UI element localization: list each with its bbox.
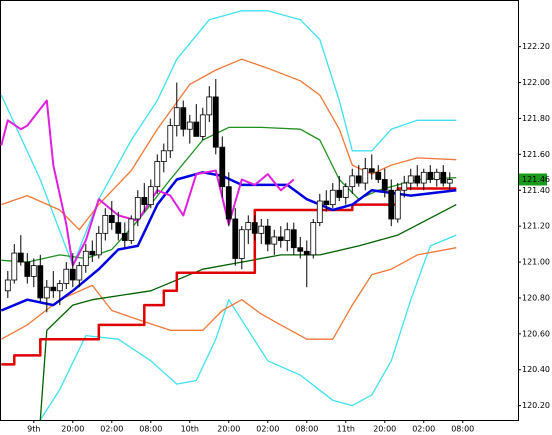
candle-body <box>108 214 115 223</box>
y-tick-label: 120.40 <box>522 365 550 374</box>
x-tick-label: 08:00 <box>295 425 318 434</box>
y-tick-label: 121.80 <box>522 114 550 123</box>
y-tick-label: 121.20 <box>522 222 550 231</box>
candle-body <box>336 189 343 198</box>
candle-body <box>342 186 349 198</box>
y-tick-label: 121.40 <box>522 186 550 195</box>
candle-body <box>245 222 252 231</box>
x-tick-label: 20:00 <box>217 425 240 434</box>
candle-body <box>128 218 135 241</box>
y-tick-label: 121.60 <box>522 150 550 159</box>
candle-body <box>420 171 427 184</box>
candle-body <box>69 268 76 281</box>
candle-body <box>362 168 369 184</box>
y-tick-label: 120.80 <box>522 293 550 302</box>
candle-body <box>121 232 128 241</box>
candle-body <box>180 107 187 130</box>
candle-body <box>141 197 148 206</box>
candle-body <box>381 179 388 191</box>
last-price-box <box>519 173 547 186</box>
candle-body <box>43 286 50 299</box>
candle-body <box>199 114 206 137</box>
x-tick-label: 08:00 <box>451 425 474 434</box>
candle-body <box>82 250 89 267</box>
candle-body <box>154 161 161 188</box>
candle-body <box>89 250 96 256</box>
x-tick-label: 9th <box>27 425 40 434</box>
candle-body <box>284 229 291 241</box>
candle-body <box>63 268 70 284</box>
candle-body <box>206 96 213 116</box>
candle-body <box>134 197 141 220</box>
candle-body <box>316 200 323 223</box>
candle-body <box>290 229 297 249</box>
candle-body <box>401 182 408 191</box>
candle-body <box>50 286 57 292</box>
x-tick-label: 02:00 <box>412 425 435 434</box>
candle-body <box>251 222 258 234</box>
candle-body <box>277 236 284 241</box>
candle-body <box>368 168 375 173</box>
candle-body <box>433 171 440 180</box>
indicator-line <box>0 247 457 340</box>
indicator-line <box>39 234 457 421</box>
candle-body <box>355 175 362 184</box>
candle-body <box>407 175 414 184</box>
y-tick-label: 121.00 <box>522 258 550 267</box>
candle-body <box>303 250 310 256</box>
candle-body <box>440 171 447 184</box>
candle-body <box>17 252 24 263</box>
candle-body <box>173 107 180 127</box>
candle-body <box>225 186 232 220</box>
candle-body <box>375 171 382 180</box>
y-tick-label: 122.00 <box>522 78 550 87</box>
indicator-line <box>39 204 457 421</box>
candle-body <box>323 200 330 206</box>
candle-body <box>76 265 83 281</box>
x-tick-label: 10th <box>181 425 199 434</box>
candle-body <box>219 146 226 188</box>
candle-body <box>310 222 317 256</box>
candle-body <box>102 214 109 234</box>
candle-body <box>394 189 401 220</box>
candle-body <box>167 125 174 152</box>
last-price-label: 121.46 <box>522 175 550 184</box>
candle-body <box>186 121 193 130</box>
candle-body <box>37 265 44 299</box>
candle-body <box>329 189 336 206</box>
candle-body <box>56 283 63 292</box>
candle-body <box>30 265 37 277</box>
candle-body <box>238 229 245 259</box>
candle-body <box>147 186 154 206</box>
x-tick-label: 02:00 <box>100 425 123 434</box>
candle-body <box>414 175 421 184</box>
x-tick-label: 11th <box>337 425 355 434</box>
candle-body <box>193 121 200 137</box>
candle-body <box>115 222 122 234</box>
candle-body <box>349 175 356 188</box>
candle-body <box>388 189 395 220</box>
candle-body <box>258 225 265 234</box>
y-tick-label: 122.20 <box>522 42 550 51</box>
candle-body <box>297 247 304 252</box>
y-tick-label: 120.20 <box>522 401 550 410</box>
candle-body <box>446 179 453 184</box>
candle-body <box>271 236 278 245</box>
candle-body <box>11 252 18 281</box>
x-tick-label: 20:00 <box>373 425 396 434</box>
candle-body <box>212 96 219 148</box>
candle-body <box>24 261 31 277</box>
candle-body <box>264 225 271 245</box>
y-tick-label: 120.60 <box>522 329 550 338</box>
candle-body <box>160 150 167 162</box>
x-tick-label: 02:00 <box>256 425 279 434</box>
candle-body <box>4 279 11 292</box>
x-tick-label: 20:00 <box>61 425 84 434</box>
x-tick-label: 08:00 <box>139 425 162 434</box>
candle-body <box>232 218 239 259</box>
candle-body <box>95 232 102 256</box>
candle-body <box>427 171 434 180</box>
